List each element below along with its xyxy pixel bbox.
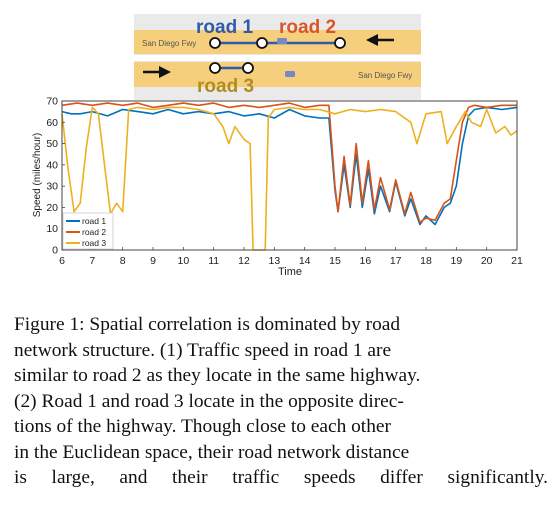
legend-entry: road 2 xyxy=(82,227,106,237)
y-axis: 0 10 20 30 40 50 60 70 xyxy=(46,96,65,257)
x-tick-label: 7 xyxy=(89,255,95,267)
highway-band-bottom xyxy=(134,62,421,87)
arrow-left-icon xyxy=(366,34,394,46)
caption-line: is large, and their traffic speeds diffe… xyxy=(14,467,548,488)
x-tick-label: 16 xyxy=(359,255,371,267)
x-tick-label: 8 xyxy=(120,255,126,267)
y-tick-label: 40 xyxy=(46,159,58,171)
figure-caption: Figure 1: Spatial correlation is dominat… xyxy=(14,312,548,491)
x-tick-label: 10 xyxy=(177,255,189,267)
x-tick-label: 19 xyxy=(450,255,462,267)
x-tick-label: 12 xyxy=(238,255,250,267)
y-tick-label: 60 xyxy=(46,117,58,129)
highway-name-top: San Diego Fwy xyxy=(142,39,196,48)
series-layer xyxy=(61,102,518,251)
road-node xyxy=(209,37,221,49)
speed-chart: 6 7 8 9 10 11 12 13 14 15 16 17 18 19 20 21 0 10 20 30 40 50… xyxy=(32,96,523,279)
legend-entry: road 3 xyxy=(82,238,106,248)
x-tick-label: 18 xyxy=(420,255,432,267)
legend-entry: road 1 xyxy=(82,216,106,226)
x-tick-label: 14 xyxy=(299,255,311,267)
road3-map-label: road 3 xyxy=(197,76,254,97)
y-tick-label: 70 xyxy=(46,96,58,108)
x-axis: 6 7 8 9 10 11 12 13 14 15 16 17 18 19 20 21 xyxy=(59,247,523,267)
road-node xyxy=(334,37,346,49)
x-tick-label: 11 xyxy=(208,255,219,267)
series-line-road-2 xyxy=(61,102,517,224)
y-tick-label: 50 xyxy=(46,138,58,150)
y-tick-label: 0 xyxy=(52,245,58,257)
caption-line: tions of the highway. Though close to ea… xyxy=(14,416,391,437)
caption-line: Figure 1: Spatial correlation is dominat… xyxy=(14,314,401,335)
x-tick-label: 15 xyxy=(329,255,341,267)
x-tick-label: 17 xyxy=(390,255,402,267)
x-tick-label: 21 xyxy=(511,255,523,267)
road2-map-label: road 2 xyxy=(279,17,336,38)
y-tick-label: 10 xyxy=(46,223,58,235)
x-tick-label: 9 xyxy=(150,255,156,267)
plot-frame xyxy=(61,100,518,251)
x-tick-label: 6 xyxy=(59,255,65,267)
highway-shield-icon xyxy=(277,38,287,44)
x-tick-label: 13 xyxy=(268,255,280,267)
caption-line: similar to road 2 as they locate in the … xyxy=(14,365,421,386)
road-node xyxy=(209,62,221,74)
highway-shield-icon xyxy=(285,71,295,77)
y-tick-label: 30 xyxy=(46,181,58,193)
x-tick-label: 20 xyxy=(481,255,493,267)
road-node xyxy=(256,37,268,49)
series-line-road-1 xyxy=(61,106,518,226)
arrow-right-icon xyxy=(143,66,171,78)
map-inset: San Diego Fwy San Diego Fwy road 1 road … xyxy=(134,14,421,100)
highway-name-bottom: San Diego Fwy xyxy=(358,71,412,80)
series-line-road-3 xyxy=(61,106,518,251)
x-axis-label: Time xyxy=(278,266,302,278)
y-tick-label: 20 xyxy=(46,202,58,214)
caption-line: network structure. (1) Traffic speed in … xyxy=(14,339,392,361)
road-node xyxy=(242,62,254,74)
y-axis-label: Speed (miles/hour) xyxy=(32,133,43,217)
road1-map-label: road 1 xyxy=(196,17,253,38)
caption-line: in the Euclidean space, their road netwo… xyxy=(14,441,410,463)
caption-line: (2) Road 1 and road 3 locate in the oppo… xyxy=(14,390,404,412)
